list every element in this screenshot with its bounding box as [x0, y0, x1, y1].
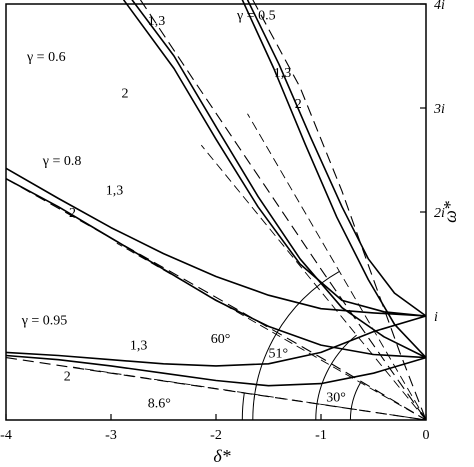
annotation-label: 51°: [269, 347, 289, 362]
ref-line-0: [72, 366, 427, 421]
y-tick-label: 2i: [434, 206, 445, 221]
annotation-label: 1,3: [130, 338, 148, 353]
ref-line-2: [200, 144, 427, 421]
annotation-label: 8.6°: [148, 397, 171, 412]
angle-arc-3: [349, 382, 361, 421]
curve-series-3: [131, 0, 427, 359]
x-tick-label: -2: [210, 428, 222, 443]
ref-line-1: [116, 242, 427, 421]
annotation-label: γ = 0.8: [42, 154, 82, 169]
y-tick-label: 4i: [434, 0, 445, 13]
y-tick-label: 3i: [433, 102, 445, 117]
ticks-layer: -4 -3 -2 -1 0 i 2i 3i 4i: [0, 0, 445, 443]
x-tick-label: -3: [105, 428, 117, 443]
annotation-label: 60°: [211, 332, 231, 347]
annotations-layer: γ = 0.5 γ = 0.6 γ = 0.8 γ = 0.95 1,3 2 1,3 2 1,3…: [21, 9, 346, 412]
annotation-label: 2: [64, 370, 71, 385]
annotation-label: 2: [69, 206, 76, 221]
angle-arc-1: [252, 270, 340, 421]
annotation-label: γ = 0.5: [236, 9, 276, 24]
curve-series-0: [246, 0, 427, 317]
annotation-label: γ = 0.6: [26, 50, 66, 65]
curve-series-4: [122, 0, 427, 317]
angle-arc-2: [315, 334, 357, 421]
x-tick-label: -4: [0, 428, 12, 443]
ref-line-3: [247, 113, 427, 421]
annotation-label: 1,3: [274, 66, 292, 81]
curve-series-10: [5, 354, 427, 387]
curve-series-8: [5, 178, 427, 421]
angle-arc-0: [241, 392, 245, 421]
x-tick-label: 0: [423, 428, 430, 443]
x-tick-label: -1: [315, 428, 327, 443]
annotation-label: 1,3: [106, 183, 124, 198]
y-axis-label: ω*: [440, 201, 460, 223]
curve-series-1: [241, 0, 427, 359]
curve-series-5: [139, 0, 427, 421]
reference-lines-layer: [72, 113, 427, 421]
y-tick-label: i: [434, 310, 438, 325]
annotation-label: 1,3: [148, 14, 166, 29]
annotation-label: γ = 0.95: [21, 313, 68, 328]
x-axis-label: δ*: [213, 446, 230, 466]
annotation-label: 2: [122, 87, 129, 102]
curve-series-6: [5, 167, 427, 317]
annotation-label: 2: [295, 97, 302, 112]
curve-series-9: [5, 315, 427, 367]
annotation-label: 30°: [326, 390, 346, 405]
